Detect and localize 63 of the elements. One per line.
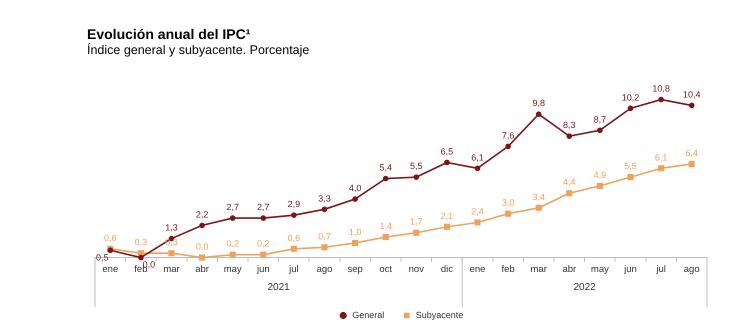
data-label: 7,6 (502, 130, 514, 140)
data-label: 3,0 (502, 198, 514, 208)
data-label: 6,1 (471, 152, 484, 162)
x-tick-label: ene (470, 264, 486, 275)
data-label: 1,4 (379, 221, 392, 232)
data-label: 4,9 (594, 170, 606, 180)
x-tick-label: dic (440, 264, 454, 275)
x-tick-label: jul (655, 264, 666, 275)
data-label: 2,2 (196, 209, 208, 220)
x-tick-label: ene (102, 264, 118, 275)
x-tick-label: abr (562, 264, 576, 275)
data-label: 0,2 (226, 238, 239, 249)
legend-label: Subyacente (416, 310, 464, 320)
data-label: 6,1 (654, 152, 668, 162)
data-label: 9,8 (532, 98, 545, 108)
data-label: 5,5 (410, 161, 423, 172)
data-label: 10,4 (682, 89, 700, 100)
x-tick-label: jun (623, 264, 637, 275)
data-label: 10,2 (622, 92, 640, 102)
x-tick-label: feb (501, 264, 515, 275)
data-label: 1,3 (165, 222, 178, 233)
x-tick-label: ago (316, 264, 332, 275)
data-label: 8,3 (563, 120, 576, 130)
data-label: 4,0 (348, 183, 362, 194)
legend-label: General (352, 310, 384, 320)
data-label: 3,3 (318, 193, 331, 204)
data-label: 2,7 (226, 202, 239, 212)
x-tick-label: jul (288, 264, 299, 275)
data-label: 0,6 (288, 232, 300, 243)
data-label: 10,8 (652, 84, 670, 94)
data-label: 1,0 (348, 226, 362, 237)
x-tick-label: ago (684, 264, 700, 275)
x-tick-label: may (590, 264, 610, 275)
data-label: 2,7 (257, 202, 270, 212)
data-label: 2,1 (440, 210, 454, 221)
x-tick-label: jun (256, 264, 270, 275)
data-label: 2,4 (471, 206, 484, 216)
x-tick-label: mar (530, 264, 547, 275)
data-label: 2,9 (288, 199, 300, 210)
data-label: 8,7 (594, 114, 606, 124)
data-label: 4,4 (563, 177, 576, 188)
x-tick-label: mar (163, 264, 180, 275)
data-label: 5,5 (624, 161, 637, 172)
data-label: 0,0 (196, 242, 208, 252)
x-tick-label: oct (379, 264, 392, 275)
data-label: 0,5 (96, 252, 109, 262)
x-tick-label: may (224, 264, 242, 275)
data-label: 6,4 (685, 148, 698, 158)
data-label: 6,5 (440, 146, 454, 156)
data-label: 0,6 (104, 232, 117, 243)
data-label: 5,4 (379, 162, 392, 173)
chart-title: Evolución anual del IPC¹ (87, 26, 250, 42)
x-tick-label: sep (347, 264, 363, 275)
chart-subtitle: Índice general y subyacente. Porcentaje (87, 43, 310, 57)
data-label: 3,4 (532, 192, 545, 202)
x-tick-label: nov (408, 264, 424, 275)
data-label: 0,3 (134, 237, 148, 248)
data-label: 1,7 (410, 216, 423, 227)
data-label: 0,2 (257, 238, 270, 249)
x-tick-label: abr (195, 264, 209, 275)
text: 2022 (573, 282, 596, 293)
text: 2021 (267, 282, 290, 293)
data-label: 0,7 (318, 231, 331, 242)
